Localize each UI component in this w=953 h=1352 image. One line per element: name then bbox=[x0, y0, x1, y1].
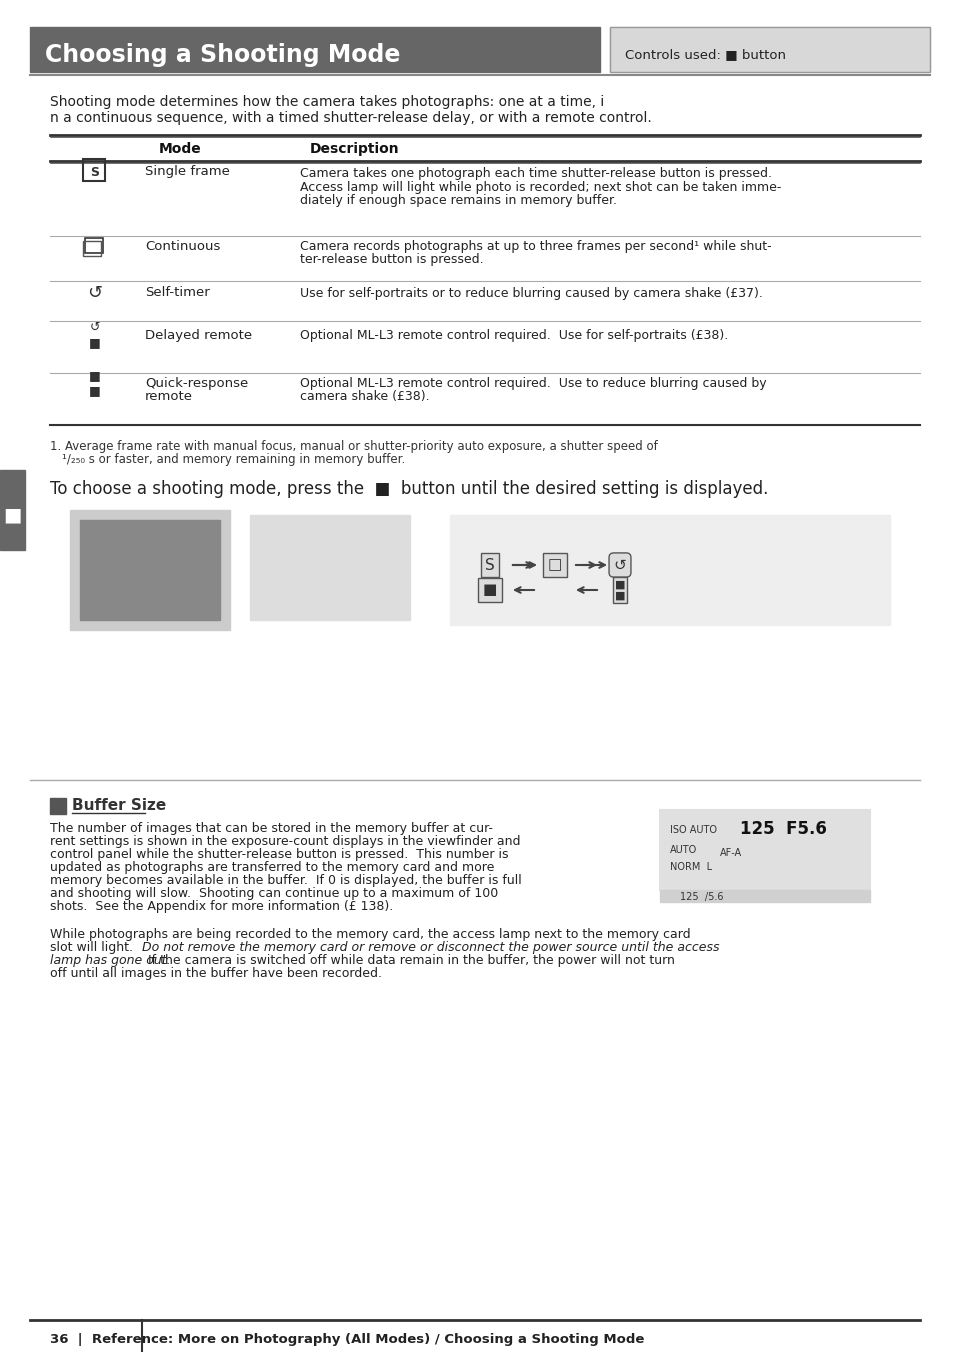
Text: Access lamp will light while photo is recorded; next shot can be taken imme-: Access lamp will light while photo is re… bbox=[299, 181, 781, 193]
Text: Camera takes one photograph each time shutter-release button is pressed.: Camera takes one photograph each time sh… bbox=[299, 168, 771, 180]
Text: Quick-response: Quick-response bbox=[145, 376, 248, 389]
Text: remote: remote bbox=[145, 391, 193, 403]
Bar bbox=[80, 521, 220, 621]
Text: □: □ bbox=[547, 557, 561, 572]
Text: ■: ■ bbox=[3, 506, 21, 525]
Text: control panel while the shutter-release button is pressed.  This number is: control panel while the shutter-release … bbox=[50, 848, 508, 861]
Text: n a continuous sequence, with a timed shutter-release delay, or with a remote co: n a continuous sequence, with a timed sh… bbox=[50, 111, 651, 124]
Text: Single frame: Single frame bbox=[145, 165, 230, 177]
Text: Camera records photographs at up to three frames per second¹ while shut-: Camera records photographs at up to thre… bbox=[299, 241, 771, 253]
Bar bbox=[659, 890, 869, 902]
Text: ■: ■ bbox=[482, 583, 497, 598]
Text: shots.  See the Appendix for more information (£ 138).: shots. See the Appendix for more informa… bbox=[50, 900, 393, 913]
Text: Do not remove the memory card or remove or disconnect the power source until the: Do not remove the memory card or remove … bbox=[142, 941, 719, 955]
Text: lamp has gone out.: lamp has gone out. bbox=[50, 955, 171, 967]
Text: ↺: ↺ bbox=[88, 284, 103, 301]
Text: S: S bbox=[485, 557, 495, 572]
Text: ¹/₂₅₀ s or faster, and memory remaining in memory buffer.: ¹/₂₅₀ s or faster, and memory remaining … bbox=[62, 453, 405, 466]
Text: 1. Average frame rate with manual focus, manual or shutter-priority auto exposur: 1. Average frame rate with manual focus,… bbox=[50, 439, 657, 453]
Text: 125  /5.6: 125 /5.6 bbox=[679, 892, 722, 902]
Text: Mode: Mode bbox=[158, 142, 201, 155]
Text: Shooting mode determines how the camera takes photographs: one at a time, i: Shooting mode determines how the camera … bbox=[50, 95, 603, 110]
Text: The number of images that can be stored in the memory buffer at cur-: The number of images that can be stored … bbox=[50, 822, 493, 836]
Bar bbox=[250, 515, 410, 621]
Text: AF-A: AF-A bbox=[720, 848, 741, 859]
Text: Use for self-portraits or to reduce blurring caused by camera shake (£37).: Use for self-portraits or to reduce blur… bbox=[299, 287, 762, 300]
Text: rent settings is shown in the exposure-count displays in the viewfinder and: rent settings is shown in the exposure-c… bbox=[50, 836, 520, 848]
Text: If the camera is switched off while data remain in the buffer, the power will no: If the camera is switched off while data… bbox=[140, 955, 674, 967]
Text: Description: Description bbox=[310, 142, 399, 155]
Text: ↺: ↺ bbox=[613, 557, 626, 572]
Bar bbox=[50, 798, 66, 814]
Bar bbox=[659, 810, 869, 890]
Text: Continuous: Continuous bbox=[145, 239, 220, 253]
Text: AUTO: AUTO bbox=[669, 845, 697, 854]
Bar bbox=[0, 470, 25, 550]
Text: slot will light.: slot will light. bbox=[50, 941, 141, 955]
Text: camera shake (£38).: camera shake (£38). bbox=[299, 389, 429, 403]
Bar bbox=[609, 27, 929, 72]
Text: and shooting will slow.  Shooting can continue up to a maximum of 100: and shooting will slow. Shooting can con… bbox=[50, 887, 497, 900]
Text: S: S bbox=[91, 166, 99, 180]
Bar bbox=[83, 241, 101, 256]
Text: ■
■: ■ ■ bbox=[614, 579, 624, 600]
Text: ter-release button is pressed.: ter-release button is pressed. bbox=[299, 253, 483, 266]
Text: While photographs are being recorded to the memory card, the access lamp next to: While photographs are being recorded to … bbox=[50, 927, 690, 941]
Bar bbox=[70, 510, 230, 630]
Text: 125  F5.6: 125 F5.6 bbox=[740, 821, 826, 838]
Text: Choosing a Shooting Mode: Choosing a Shooting Mode bbox=[45, 43, 400, 68]
Text: ↺
■: ↺ ■ bbox=[89, 320, 101, 349]
Bar bbox=[450, 515, 889, 625]
Text: Controls used: ■ button: Controls used: ■ button bbox=[624, 49, 785, 61]
Text: ISO AUTO: ISO AUTO bbox=[669, 825, 717, 836]
Text: Self-timer: Self-timer bbox=[145, 287, 210, 300]
Text: Optional ML-L3 remote control required.  Use for self-portraits (£38).: Optional ML-L3 remote control required. … bbox=[299, 329, 727, 342]
Bar bbox=[609, 27, 929, 72]
Bar bbox=[83, 160, 105, 181]
Text: To choose a shooting mode, press the  ■  button until the desired setting is dis: To choose a shooting mode, press the ■ b… bbox=[50, 480, 767, 498]
Text: updated as photographs are transferred to the memory card and more: updated as photographs are transferred t… bbox=[50, 861, 494, 873]
Text: memory becomes available in the buffer.  If 0 is displayed, the buffer is full: memory becomes available in the buffer. … bbox=[50, 873, 521, 887]
Text: ■
■: ■ ■ bbox=[89, 369, 101, 397]
Bar bbox=[85, 238, 103, 253]
Text: off until all images in the buffer have been recorded.: off until all images in the buffer have … bbox=[50, 967, 381, 980]
Text: Delayed remote: Delayed remote bbox=[145, 329, 252, 342]
Text: Optional ML-L3 remote control required.  Use to reduce blurring caused by: Optional ML-L3 remote control required. … bbox=[299, 377, 766, 389]
Bar bbox=[30, 27, 599, 72]
Text: diately if enough space remains in memory buffer.: diately if enough space remains in memor… bbox=[299, 193, 617, 207]
Text: 36  |  Reference: More on Photography (All Modes) / Choosing a Shooting Mode: 36 | Reference: More on Photography (All… bbox=[50, 1333, 643, 1347]
Text: Buffer Size: Buffer Size bbox=[71, 798, 166, 813]
Text: NORM  L: NORM L bbox=[669, 863, 711, 872]
